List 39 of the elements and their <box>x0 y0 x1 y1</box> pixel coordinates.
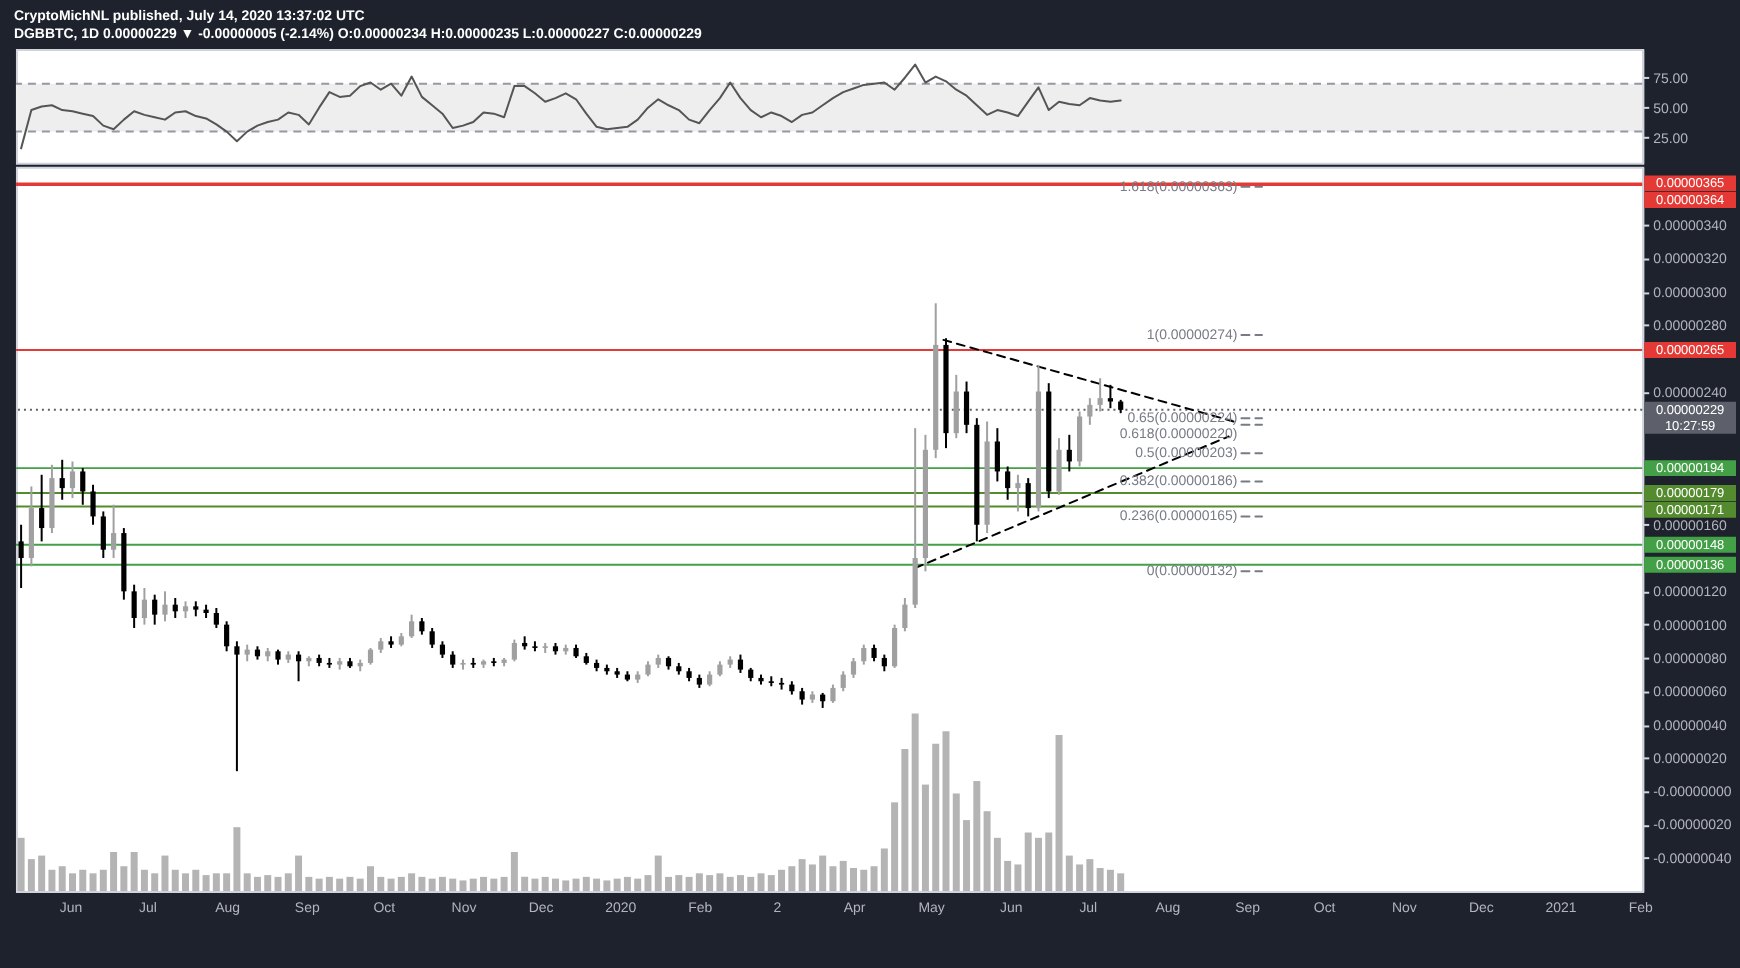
candlestick <box>963 380 970 435</box>
candlestick <box>409 613 415 639</box>
candlestick <box>1107 383 1114 410</box>
candlestick <box>1066 433 1072 473</box>
candlestick <box>39 473 45 543</box>
candlestick <box>850 656 857 679</box>
candlestick <box>18 523 24 590</box>
candlestick <box>59 458 65 501</box>
candlestick <box>1056 437 1062 496</box>
candlestick <box>912 427 918 609</box>
candlestick <box>1097 377 1103 413</box>
candlestick <box>162 590 168 623</box>
candlestick <box>1076 410 1083 468</box>
candlestick <box>953 373 959 440</box>
candlestick <box>902 597 908 633</box>
candlestick <box>141 587 148 626</box>
candlestick <box>111 503 117 560</box>
candlestick <box>90 483 96 526</box>
candlestick <box>80 467 86 506</box>
candlestick <box>69 460 76 500</box>
candlestick <box>213 607 219 629</box>
candlestick <box>1025 477 1031 518</box>
candlestick <box>1015 473 1021 513</box>
candlestick <box>1087 397 1093 426</box>
candlestick <box>737 653 744 674</box>
candlestick <box>511 638 517 663</box>
candlestick <box>994 427 1000 483</box>
candlestick <box>861 643 867 666</box>
candlestick <box>131 583 137 629</box>
candlestick <box>892 623 898 669</box>
candlestick <box>1005 465 1011 501</box>
candlestick <box>429 626 435 649</box>
candlestick <box>224 620 230 653</box>
candlestick <box>840 670 846 693</box>
candlestick <box>234 640 240 773</box>
candlestick <box>152 593 158 626</box>
line-series <box>20 63 1122 150</box>
candlestick <box>830 683 836 704</box>
candlestick <box>100 510 106 560</box>
